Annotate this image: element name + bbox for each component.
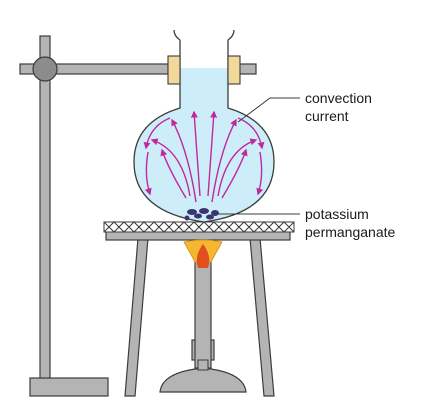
flask-outline xyxy=(133,40,275,223)
convection-arrow xyxy=(211,118,237,203)
convection-label-line2: current xyxy=(305,108,349,124)
crystal xyxy=(194,213,202,219)
gauze-mesh xyxy=(103,221,295,233)
crystal xyxy=(206,214,214,220)
burner-barrel xyxy=(194,255,212,369)
wire-gauze-icon xyxy=(103,221,295,233)
convection-arrow xyxy=(256,151,264,196)
clamp-pad-left xyxy=(167,55,181,85)
boss-head xyxy=(32,56,58,82)
clamp-pad-right xyxy=(227,55,241,85)
crystal xyxy=(211,210,219,216)
burner-neck xyxy=(197,359,209,371)
crystal xyxy=(184,215,190,221)
convection-arrow xyxy=(171,118,197,203)
flame-icon xyxy=(183,239,223,268)
convection-arrow xyxy=(144,151,152,196)
flask-lip-left xyxy=(173,29,181,41)
leader-convection xyxy=(237,97,300,123)
tripod-leg-left xyxy=(124,237,149,397)
round-bottom-flask-icon xyxy=(133,29,275,223)
potassium-label-line1: potassium xyxy=(305,206,369,222)
convection-label-line1: convection xyxy=(305,90,372,106)
convection-arrow xyxy=(150,138,191,197)
convection-arrow xyxy=(207,110,218,197)
convection-arrow xyxy=(160,148,187,199)
flask-lip-right xyxy=(227,29,235,41)
leader-lines xyxy=(218,97,300,215)
stand-rod xyxy=(39,35,51,379)
crystal xyxy=(187,209,197,215)
bunsen-burner-icon xyxy=(159,255,247,393)
flame-inner xyxy=(196,244,210,268)
convection-arrow xyxy=(221,148,248,199)
convection-arrow xyxy=(190,110,201,197)
burner-base xyxy=(159,367,247,393)
crystal xyxy=(199,208,209,214)
convection-arrow xyxy=(143,117,171,150)
convection-arrow xyxy=(217,138,258,197)
flask-water xyxy=(134,68,274,222)
potassium-label-line2: permanganate xyxy=(305,224,396,240)
convection-arrows xyxy=(143,110,265,203)
stand-base xyxy=(29,377,109,397)
potassium-permanganate-crystals xyxy=(184,208,219,221)
tripod-leg-right xyxy=(249,237,275,397)
tripod xyxy=(105,229,291,397)
